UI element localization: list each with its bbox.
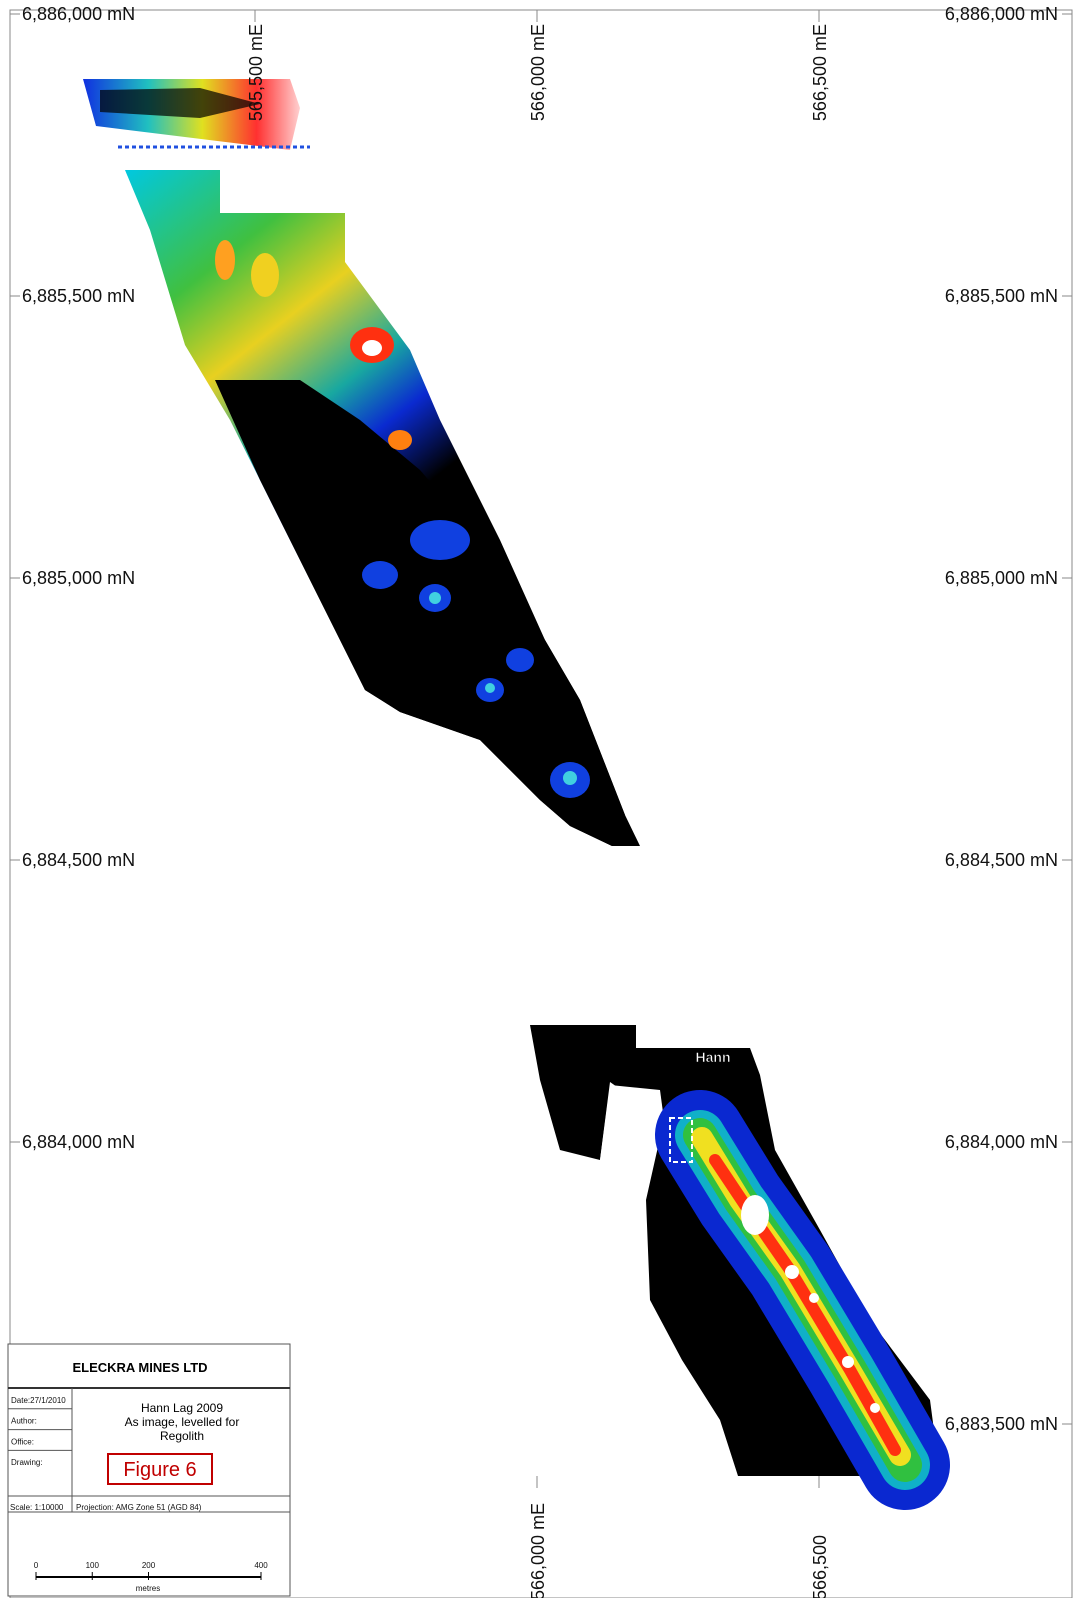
- field-label: Drawing:: [11, 1458, 43, 1467]
- northing-label: 6,886,000 mN: [22, 4, 135, 24]
- high-patches: [215, 240, 412, 450]
- prospect-outline: [669, 1117, 693, 1163]
- cyan-patches: [429, 592, 577, 785]
- map-label: Hann: [696, 1049, 731, 1065]
- map-frame: [9, 9, 1073, 1598]
- northing-label: 6,883,500 mN: [945, 1414, 1058, 1434]
- figure-box: [107, 1453, 213, 1485]
- field-label: Author:: [11, 1417, 37, 1426]
- easting-label: 566,000 mE: [528, 24, 548, 121]
- title-block-frame: [7, 1343, 291, 1597]
- northing-label: 6,886,000 mN: [945, 4, 1058, 24]
- scale-text: Scale: 1:10000: [10, 1503, 64, 1512]
- easting-label: 566,000 mE: [528, 1503, 548, 1598]
- easting-label: 566,500 mE: [810, 24, 830, 121]
- survey-strip-low: [100, 88, 260, 118]
- ridge-peaks: [741, 1195, 880, 1413]
- title-block: ELECKRA MINES LTD Hann Lag 2009 As image…: [7, 1343, 291, 1597]
- figure-label: Figure 6: [123, 1459, 196, 1481]
- northing-label: 6,884,000 mN: [22, 1132, 135, 1152]
- northing-label: 6,885,000 mN: [945, 568, 1058, 588]
- northing-label: 6,885,500 mN: [22, 286, 135, 306]
- scale-tick-label: 100: [86, 1561, 100, 1570]
- northing-label: 6,884,500 mN: [22, 850, 135, 870]
- blue-patches: [362, 520, 590, 798]
- background-low: [215, 380, 625, 846]
- field-label: Office:: [11, 1437, 34, 1446]
- field-label: Date:27/1/2010: [11, 1396, 66, 1405]
- northing-label: 6,885,500 mN: [945, 286, 1058, 306]
- scale-unit: metres: [136, 1584, 160, 1593]
- title-line: Regolith: [160, 1429, 204, 1443]
- easting-label: 565,500 mE: [246, 24, 266, 121]
- heat-map: Hann: [83, 79, 950, 1510]
- easting-label: 566,500: [810, 1535, 830, 1598]
- northing-label: 6,885,000 mN: [22, 568, 135, 588]
- company: ELECKRA MINES LTD: [72, 1360, 207, 1375]
- projection: Projection: AMG Zone 51 (AGD 84): [76, 1503, 202, 1512]
- northing-label: 6,884,500 mN: [945, 850, 1058, 870]
- scale-tick-label: 400: [254, 1561, 268, 1570]
- northing-label: 6,884,000 mN: [945, 1132, 1058, 1152]
- scale-tick-label: 0: [34, 1561, 39, 1570]
- title-line: Hann Lag 2009: [141, 1401, 223, 1415]
- data-gap: [600, 1085, 664, 1170]
- scale-tick-label: 200: [142, 1561, 156, 1570]
- title-line: As image, levelled for: [125, 1415, 240, 1429]
